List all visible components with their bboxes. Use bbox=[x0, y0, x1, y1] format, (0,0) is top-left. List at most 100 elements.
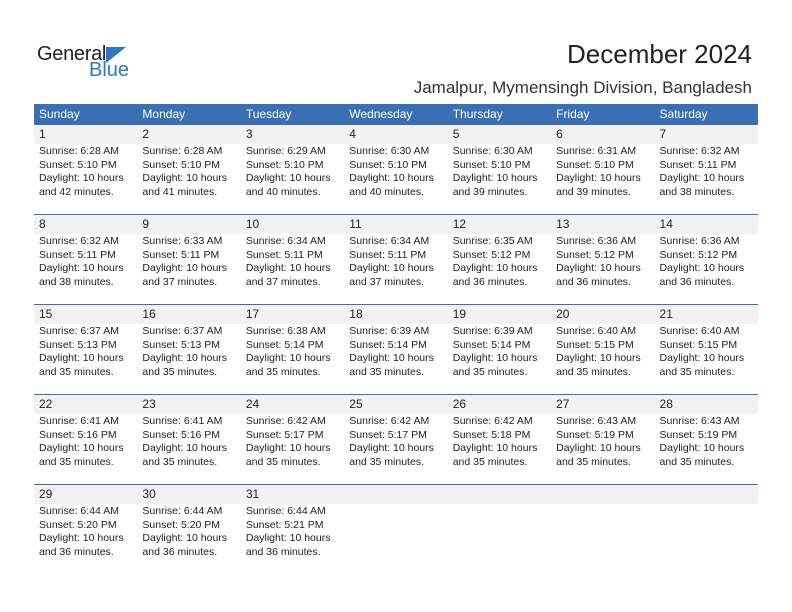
sunrise-text: Sunrise: 6:44 AM bbox=[142, 505, 223, 517]
day-info: Sunrise: 6:34 AM Sunset: 5:11 PM Daylight:… bbox=[241, 234, 344, 289]
day-info: Sunrise: 6:39 AM Sunset: 5:14 PM Daylight:… bbox=[344, 324, 447, 379]
day-info: Sunrise: 6:34 AM Sunset: 5:11 PM Daylight:… bbox=[344, 234, 447, 289]
daylight-minutes-text: and 38 minutes. bbox=[39, 275, 114, 288]
sunrise-text: Sunrise: 6:32 AM bbox=[39, 235, 119, 247]
day-number: 19 bbox=[447, 305, 552, 324]
sunset-text: Sunset: 5:20 PM bbox=[142, 518, 221, 531]
sunset-text: Sunset: 5:15 PM bbox=[556, 338, 634, 351]
day-number: 10 bbox=[240, 215, 345, 234]
daylight-minutes-text: and 35 minutes. bbox=[452, 455, 528, 468]
day-cell: 4 Sunrise: 6:30 AM Sunset: 5:10 PM Daylight… bbox=[344, 125, 448, 214]
day-number: 26 bbox=[447, 395, 552, 414]
sunrise-text: Sunrise: 6:37 AM bbox=[142, 325, 223, 337]
day-number: 6 bbox=[551, 125, 655, 144]
empty-day-band bbox=[551, 485, 655, 504]
daylight-text: Daylight: 10 hours bbox=[39, 442, 124, 454]
daylight-text: Daylight: 10 hours bbox=[452, 262, 538, 274]
sunrise-text: Sunrise: 6:34 AM bbox=[245, 235, 326, 247]
sunset-text: Sunset: 5:16 PM bbox=[142, 428, 221, 441]
day-cell: 14 Sunrise: 6:36 AM Sunset: 5:12 PM Dayligh… bbox=[654, 215, 758, 304]
daylight-minutes-text: and 35 minutes. bbox=[556, 455, 631, 468]
day-number: 24 bbox=[240, 395, 345, 414]
day-cell: 3 Sunrise: 6:29 AM Sunset: 5:10 PM Daylight… bbox=[240, 125, 345, 214]
daylight-minutes-text: and 37 minutes. bbox=[245, 275, 321, 288]
day-number: 31 bbox=[240, 485, 345, 504]
empty-cell bbox=[551, 485, 655, 575]
daylight-text: Daylight: 10 hours bbox=[245, 532, 331, 544]
day-cell: 2 Sunrise: 6:28 AM Sunset: 5:10 PM Daylight… bbox=[137, 125, 241, 214]
day-number: 1 bbox=[34, 125, 138, 144]
sunrise-text: Sunrise: 6:30 AM bbox=[452, 145, 533, 157]
daylight-minutes-text: and 35 minutes. bbox=[142, 365, 218, 378]
sunset-text: Sunset: 5:15 PM bbox=[659, 338, 738, 351]
day-number: 28 bbox=[654, 395, 758, 414]
weekday-saturday: Saturday bbox=[659, 107, 708, 121]
daylight-text: Daylight: 10 hours bbox=[142, 172, 228, 184]
sunrise-text: Sunrise: 6:37 AM bbox=[39, 325, 119, 337]
day-number: 15 bbox=[34, 305, 138, 324]
sunset-text: Sunset: 5:13 PM bbox=[39, 338, 117, 351]
sunrise-text: Sunrise: 6:36 AM bbox=[556, 235, 637, 247]
day-info: Sunrise: 6:36 AM Sunset: 5:12 PM Daylight:… bbox=[655, 234, 758, 289]
day-number: 22 bbox=[34, 395, 138, 414]
day-info: Sunrise: 6:41 AM Sunset: 5:16 PM Daylight:… bbox=[137, 414, 240, 469]
day-info: Sunrise: 6:32 AM Sunset: 5:11 PM Daylight:… bbox=[655, 144, 758, 199]
sunrise-text: Sunrise: 6:30 AM bbox=[349, 145, 430, 157]
sunset-text: Sunset: 5:10 PM bbox=[39, 158, 117, 171]
sunrise-text: Sunrise: 6:39 AM bbox=[452, 325, 533, 337]
day-cell: 11 Sunrise: 6:34 AM Sunset: 5:11 PM Dayligh… bbox=[344, 215, 448, 304]
logo-text-general: General bbox=[37, 43, 107, 65]
sunrise-text: Sunrise: 6:42 AM bbox=[452, 415, 533, 427]
day-number: 9 bbox=[137, 215, 241, 234]
day-info: Sunrise: 6:38 AM Sunset: 5:14 PM Daylight:… bbox=[241, 324, 344, 379]
day-number: 12 bbox=[447, 215, 552, 234]
day-info: Sunrise: 6:28 AM Sunset: 5:10 PM Daylight:… bbox=[34, 144, 137, 199]
day-number: 16 bbox=[137, 305, 241, 324]
day-number: 20 bbox=[551, 305, 655, 324]
day-cell: 31 Sunrise: 6:44 AM Sunset: 5:21 PM Dayligh… bbox=[240, 485, 345, 575]
sunset-text: Sunset: 5:11 PM bbox=[142, 248, 220, 261]
sunset-text: Sunset: 5:18 PM bbox=[452, 428, 531, 441]
weekday-wednesday: Wednesday bbox=[349, 107, 413, 121]
daylight-minutes-text: and 35 minutes. bbox=[659, 365, 735, 378]
day-info: Sunrise: 6:41 AM Sunset: 5:16 PM Daylight:… bbox=[34, 414, 137, 469]
day-cell: 5 Sunrise: 6:30 AM Sunset: 5:10 PM Daylight… bbox=[447, 125, 552, 214]
daylight-minutes-text: and 36 minutes. bbox=[245, 545, 321, 558]
day-info: Sunrise: 6:35 AM Sunset: 5:12 PM Daylight:… bbox=[448, 234, 551, 289]
day-info: Sunrise: 6:30 AM Sunset: 5:10 PM Daylight:… bbox=[448, 144, 551, 199]
day-number: 14 bbox=[654, 215, 758, 234]
day-info: Sunrise: 6:37 AM Sunset: 5:13 PM Daylight:… bbox=[137, 324, 240, 379]
sunrise-text: Sunrise: 6:38 AM bbox=[245, 325, 326, 337]
daylight-minutes-text: and 38 minutes. bbox=[659, 185, 735, 198]
daylight-minutes-text: and 35 minutes. bbox=[452, 365, 528, 378]
sunset-text: Sunset: 5:10 PM bbox=[245, 158, 324, 171]
day-cell: 12 Sunrise: 6:35 AM Sunset: 5:12 PM Dayligh… bbox=[447, 215, 552, 304]
day-cell: 20 Sunrise: 6:40 AM Sunset: 5:15 PM Dayligh… bbox=[551, 305, 655, 394]
day-info: Sunrise: 6:39 AM Sunset: 5:14 PM Daylight:… bbox=[448, 324, 551, 379]
day-info: Sunrise: 6:32 AM Sunset: 5:11 PM Daylight:… bbox=[34, 234, 137, 289]
sunrise-text: Sunrise: 6:42 AM bbox=[245, 415, 326, 427]
daylight-text: Daylight: 10 hours bbox=[349, 442, 434, 454]
day-cell: 24 Sunrise: 6:42 AM Sunset: 5:17 PM Dayligh… bbox=[240, 395, 345, 484]
sunset-text: Sunset: 5:10 PM bbox=[452, 158, 531, 171]
daylight-text: Daylight: 10 hours bbox=[556, 442, 641, 454]
day-cell: 26 Sunrise: 6:42 AM Sunset: 5:18 PM Dayligh… bbox=[447, 395, 552, 484]
sunrise-text: Sunrise: 6:39 AM bbox=[349, 325, 430, 337]
day-number: 25 bbox=[344, 395, 448, 414]
daylight-minutes-text: and 35 minutes. bbox=[39, 365, 114, 378]
sunset-text: Sunset: 5:14 PM bbox=[452, 338, 531, 351]
daylight-minutes-text: and 35 minutes. bbox=[142, 455, 218, 468]
daylight-text: Daylight: 10 hours bbox=[659, 262, 745, 274]
daylight-text: Daylight: 10 hours bbox=[39, 352, 124, 364]
sunset-text: Sunset: 5:10 PM bbox=[349, 158, 427, 171]
daylight-text: Daylight: 10 hours bbox=[452, 172, 538, 184]
day-cell: 19 Sunrise: 6:39 AM Sunset: 5:14 PM Dayligh… bbox=[447, 305, 552, 394]
sunrise-text: Sunrise: 6:43 AM bbox=[556, 415, 637, 427]
sunrise-text: Sunrise: 6:43 AM bbox=[659, 415, 740, 427]
day-number: 8 bbox=[34, 215, 138, 234]
sunrise-text: Sunrise: 6:34 AM bbox=[349, 235, 430, 247]
day-info: Sunrise: 6:29 AM Sunset: 5:10 PM Daylight:… bbox=[241, 144, 344, 199]
daylight-text: Daylight: 10 hours bbox=[349, 172, 434, 184]
day-cell: 18 Sunrise: 6:39 AM Sunset: 5:14 PM Dayligh… bbox=[344, 305, 448, 394]
sunrise-text: Sunrise: 6:28 AM bbox=[39, 145, 119, 157]
